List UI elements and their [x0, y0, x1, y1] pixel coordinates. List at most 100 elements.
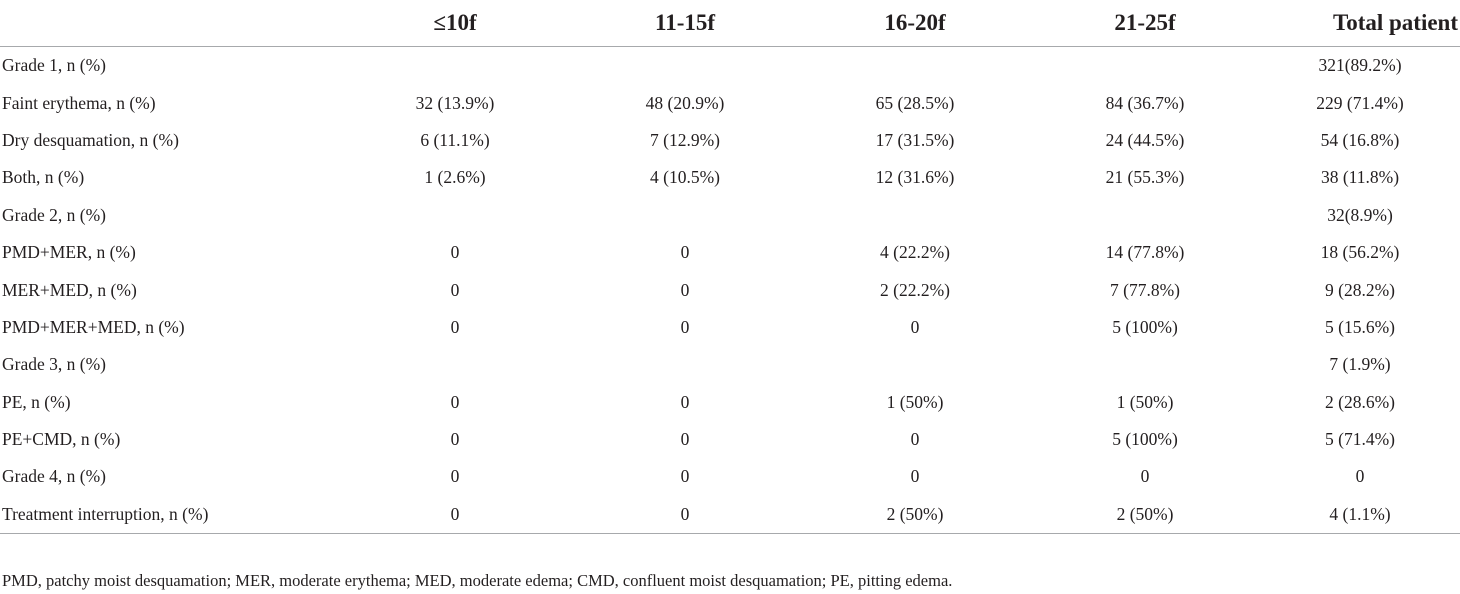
- cell-total: 38 (11.8%): [1320, 167, 1400, 188]
- cell-16-20f: [800, 47, 1030, 85]
- table-row: Both, n (%) 1 (2.6%) 4 (10.5%) 12 (31.6%) 21…: [0, 159, 1460, 196]
- cell-16-20f: 1 (50%): [886, 391, 944, 412]
- cell-total: 7 (1.9%): [1329, 354, 1391, 375]
- table-row: PMD+MER+MED, n (%) 0 0 0 5 (100%) 5 (15.6%): [0, 309, 1460, 346]
- cell-21-25f: 14 (77.8%): [1105, 242, 1185, 263]
- cell-total: 9 (28.2%): [1325, 279, 1395, 300]
- table-row: Grade 2, n (%) 32(8.9%): [0, 197, 1460, 234]
- cell-total: 5 (15.6%): [1325, 316, 1395, 337]
- cell-le10f: 32 (13.9%): [415, 92, 495, 113]
- table-row: Grade 1, n (%) 321(89.2%): [0, 47, 1460, 85]
- cell-total: 32(8.9%): [1327, 204, 1393, 225]
- table-row: Dry desquamation, n (%) 6 (11.1%) 7 (12.9%…: [0, 122, 1460, 159]
- header-cell-11-15f: 11-15f: [570, 0, 800, 47]
- cell-11-15f: [570, 197, 800, 234]
- cell-16-20f: 0: [910, 429, 920, 450]
- cell-16-20f: 4 (22.2%): [880, 242, 950, 263]
- cell-11-15f: 7 (12.9%): [650, 129, 720, 150]
- cell-total: 18 (56.2%): [1320, 242, 1400, 263]
- cell-11-15f: 0: [680, 242, 690, 263]
- cell-21-25f: 1 (50%): [1116, 391, 1174, 412]
- cell-21-25f: [1030, 346, 1260, 383]
- cell-le10f: 1 (2.6%): [424, 167, 486, 188]
- cell-total: 54 (16.8%): [1320, 129, 1400, 150]
- cell-16-20f: 65 (28.5%): [875, 92, 955, 113]
- cell-le10f: 0: [450, 242, 460, 263]
- cell-16-20f: 2 (50%): [800, 495, 1030, 535]
- cell-16-20f: 0: [910, 466, 920, 487]
- cell-label: Faint erythema, n (%): [2, 92, 156, 113]
- table-row: PMD+MER, n (%) 0 0 4 (22.2%) 14 (77.8%) 18 (5…: [0, 234, 1460, 271]
- cell-16-20f: 12 (31.6%): [875, 167, 955, 188]
- cell-label: Both, n (%): [2, 167, 85, 188]
- header-cell-21-25f: 21-25f: [1030, 0, 1260, 47]
- cell-le10f: [340, 346, 570, 383]
- table-row: Treatment interruption, n (%) 0 0 2 (50%) 2 …: [0, 495, 1460, 535]
- cell-label: PE, n (%): [2, 391, 71, 412]
- cell-16-20f: [800, 346, 1030, 383]
- cell-21-25f: [1030, 197, 1260, 234]
- cell-total: 229 (71.4%): [1316, 92, 1404, 113]
- table-footnote: PMD, patchy moist desquamation; MER, mod…: [2, 571, 953, 590]
- cell-label: Grade 3, n (%): [2, 354, 106, 375]
- cell-total: 5 (71.4%): [1325, 429, 1395, 450]
- header-cell-le10f: ≤10f: [340, 0, 570, 47]
- cell-le10f: 0: [340, 495, 570, 535]
- cell-label: Treatment interruption, n (%): [0, 495, 340, 535]
- cell-label: PMD+MER+MED, n (%): [2, 316, 185, 337]
- cell-total: 321(89.2%): [1318, 55, 1402, 76]
- cell-le10f: 0: [450, 316, 460, 337]
- cell-21-25f: 0: [1140, 466, 1150, 487]
- cell-le10f: 0: [450, 391, 460, 412]
- header-cell-label: [0, 0, 340, 47]
- cell-11-15f: 0: [680, 391, 690, 412]
- cell-le10f: [340, 197, 570, 234]
- table-body: Grade 1, n (%) 321(89.2%) Faint erythema, …: [0, 47, 1460, 535]
- cell-total: 2 (28.6%): [1325, 391, 1395, 412]
- cell-21-25f: [1030, 47, 1260, 85]
- cell-le10f: 0: [450, 429, 460, 450]
- cell-11-15f: [570, 47, 800, 85]
- cell-21-25f: 5 (100%): [1112, 316, 1178, 337]
- cell-11-15f: 0: [680, 466, 690, 487]
- cell-le10f: 0: [450, 279, 460, 300]
- cell-11-15f: 0: [570, 495, 800, 535]
- cell-label: PE+CMD, n (%): [2, 429, 121, 450]
- cell-total: 0: [1355, 466, 1365, 487]
- cell-21-25f: 2 (50%): [1030, 495, 1260, 535]
- cell-total: 4 (1.1%): [1260, 495, 1460, 535]
- cell-16-20f: 0: [910, 316, 920, 337]
- cell-11-15f: 0: [680, 316, 690, 337]
- cell-11-15f: 0: [680, 279, 690, 300]
- cell-label: Grade 4, n (%): [2, 466, 106, 487]
- cell-le10f: 6 (11.1%): [420, 129, 490, 150]
- cell-21-25f: 5 (100%): [1112, 429, 1178, 450]
- cell-21-25f: 24 (44.5%): [1105, 129, 1185, 150]
- header-cell-total: Total patient: [1260, 0, 1460, 47]
- cell-16-20f: 17 (31.5%): [875, 129, 955, 150]
- data-table: ≤10f 11-15f 16-20f 21-25f Total patient …: [0, 0, 1460, 535]
- cell-21-25f: 21 (55.3%): [1105, 167, 1185, 188]
- cell-21-25f: 84 (36.7%): [1105, 92, 1185, 113]
- header-cell-16-20f: 16-20f: [800, 0, 1030, 47]
- table-row: PE+CMD, n (%) 0 0 0 5 (100%) 5 (71.4%): [0, 421, 1460, 458]
- cell-label: Grade 2, n (%): [2, 204, 106, 225]
- table-row: Grade 3, n (%) 7 (1.9%): [0, 346, 1460, 383]
- cell-label: Grade 1, n (%): [2, 55, 106, 76]
- cell-label: Dry desquamation, n (%): [2, 129, 179, 150]
- table-row: Faint erythema, n (%) 32 (13.9%) 48 (20.9%…: [0, 84, 1460, 121]
- table-row: MER+MED, n (%) 0 0 2 (22.2%) 7 (77.8%) 9 (28.…: [0, 271, 1460, 308]
- cell-11-15f: 48 (20.9%): [645, 92, 725, 113]
- cell-11-15f: [570, 346, 800, 383]
- cell-label: MER+MED, n (%): [2, 279, 137, 300]
- cell-16-20f: 2 (22.2%): [880, 279, 950, 300]
- table-row: Grade 4, n (%) 0 0 0 0 0: [0, 458, 1460, 495]
- cell-11-15f: 4 (10.5%): [650, 167, 720, 188]
- cell-label: PMD+MER, n (%): [2, 242, 136, 263]
- table-row: PE, n (%) 0 0 1 (50%) 1 (50%) 2 (28.6%): [0, 384, 1460, 421]
- header-row: ≤10f 11-15f 16-20f 21-25f Total patient: [0, 0, 1460, 47]
- cell-le10f: 0: [450, 466, 460, 487]
- cell-16-20f: [800, 197, 1030, 234]
- cell-11-15f: 0: [680, 429, 690, 450]
- cell-le10f: [340, 47, 570, 85]
